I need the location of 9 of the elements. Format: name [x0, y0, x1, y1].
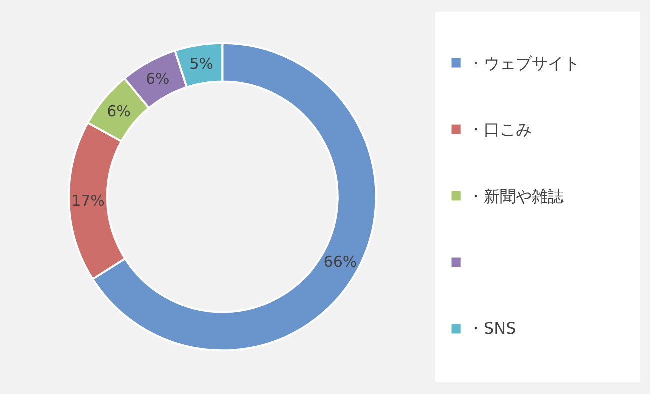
data-label: 17% [72, 192, 105, 210]
legend-label: ・新聞や雑誌 [468, 187, 564, 206]
data-label: 6% [146, 70, 170, 88]
legend-label: ・ウェブサイト [468, 54, 580, 73]
data-label: 66% [324, 252, 358, 271]
data-label: 5% [190, 55, 214, 74]
legend-label: ・口こみ [468, 120, 532, 139]
data-label: 6% [107, 102, 131, 120]
legend-label: ・SNS [468, 319, 516, 338]
